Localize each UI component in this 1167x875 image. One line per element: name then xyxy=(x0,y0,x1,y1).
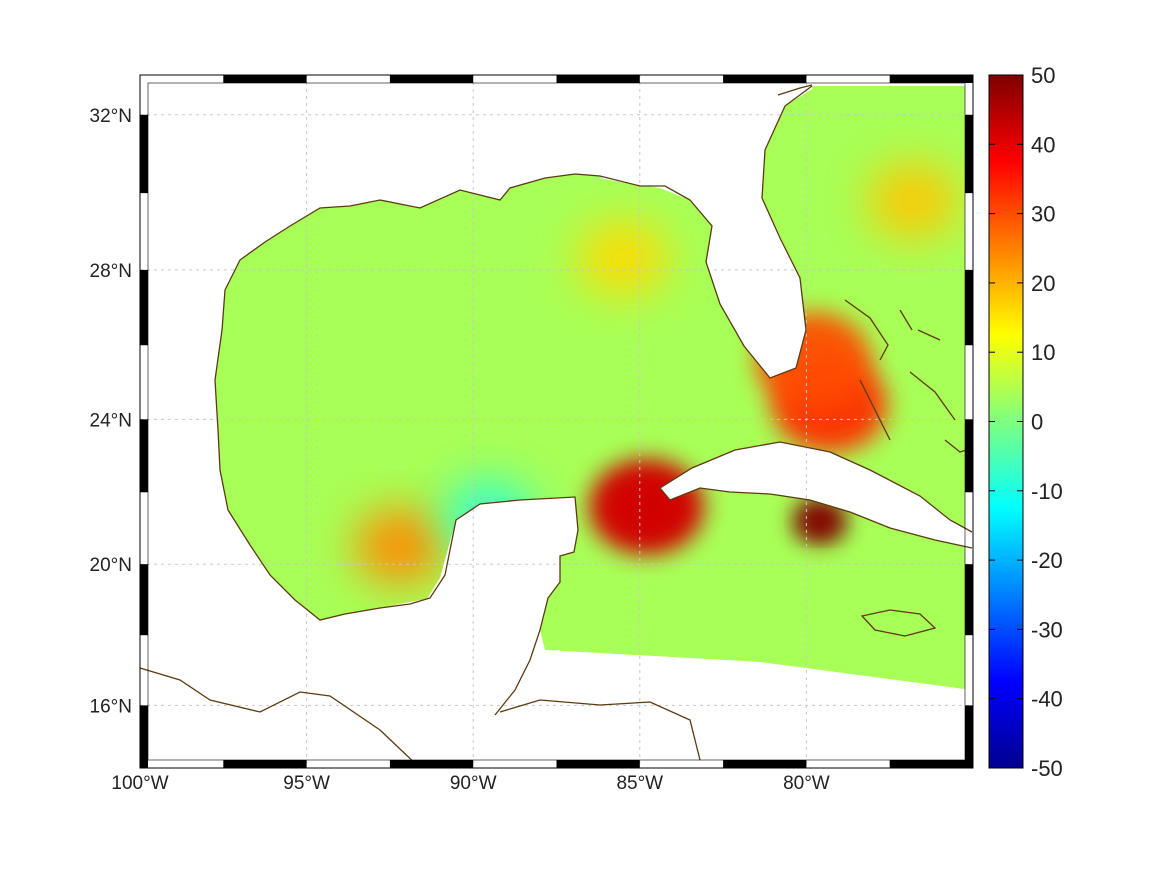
colorbar-tick-label: -50 xyxy=(1031,756,1063,781)
frame-seg-left xyxy=(140,269,148,346)
ocean-nodata-south xyxy=(545,650,972,768)
coastline-honduras xyxy=(499,699,701,761)
frame-seg-right xyxy=(965,114,973,194)
frame-seg-left xyxy=(140,564,148,636)
land-us-gulf-coast xyxy=(140,75,972,330)
latitude-labels: 32°N 28°N 24°N 20°N 16°N xyxy=(90,106,132,718)
frame-seg-right xyxy=(965,419,973,493)
land-yucatan xyxy=(420,497,578,700)
lon-label: 80°W xyxy=(783,773,830,794)
map-frame xyxy=(139,74,974,769)
frame-seg-top xyxy=(389,75,474,83)
frame-seg-bottom xyxy=(556,760,640,768)
colorbar: 50 40 30 20 10 0 -10 -20 -30 -40 -50 xyxy=(988,63,1063,781)
lon-label: 90°W xyxy=(450,773,497,794)
colorbar-outline xyxy=(988,74,1024,769)
coastline-jamaica xyxy=(860,609,937,637)
coastline-mexico xyxy=(214,329,579,716)
lon-label: 95°W xyxy=(283,773,330,794)
colorbar-tick-label: 50 xyxy=(1031,63,1055,88)
frame-seg-top xyxy=(223,75,307,83)
lon-label: 100°W xyxy=(111,773,168,794)
land-florida xyxy=(600,85,812,378)
lon-label: 85°W xyxy=(616,773,663,794)
anomaly-core-4 xyxy=(802,507,838,535)
anomaly-0 xyxy=(354,508,446,585)
longitude-labels: 100°W 95°W 90°W 85°W 80°W xyxy=(111,773,829,794)
frame-seg-top xyxy=(723,75,807,83)
lat-label: 16°N xyxy=(90,696,132,717)
colorbar-tick-label: 10 xyxy=(1031,340,1055,365)
frame-seg-right xyxy=(965,705,973,768)
lat-label: 32°N xyxy=(90,106,132,127)
frame-seg-top xyxy=(889,75,973,83)
land-mexico-west xyxy=(140,330,430,700)
map-grid xyxy=(140,75,973,768)
colorbar-tick-label: 20 xyxy=(1031,271,1055,296)
lat-label: 20°N xyxy=(90,555,132,576)
land-cuba xyxy=(660,442,972,548)
colorbar-tick-label: 30 xyxy=(1031,202,1055,227)
coastline xyxy=(139,84,973,769)
colorbar-tick-label: -20 xyxy=(1031,548,1063,573)
coastline-pacific-mexico xyxy=(139,667,421,769)
land-mask xyxy=(140,75,972,768)
frame-seg-right xyxy=(965,269,973,346)
coastline-atlantic-us xyxy=(777,84,813,96)
coastline-cuba xyxy=(659,441,973,549)
colorbar-tick-label: -10 xyxy=(1031,479,1063,504)
frame-seg-bottom xyxy=(723,760,807,768)
frame-seg-bottom xyxy=(389,760,474,768)
frame-seg-left xyxy=(140,419,148,493)
colorbar-ticks: 50 40 30 20 10 0 -10 -20 -30 -40 -50 xyxy=(988,63,1063,781)
colorbar-tick-label: 40 xyxy=(1031,132,1055,157)
frame-seg-left xyxy=(140,705,148,768)
lat-label: 24°N xyxy=(90,410,132,431)
lat-label: 28°N xyxy=(90,261,132,282)
coastline-bahamas xyxy=(844,299,956,441)
colorbar-tick-label: 0 xyxy=(1031,410,1043,435)
frame-seg-top xyxy=(556,75,640,83)
frame-seg-right xyxy=(965,564,973,636)
frame-seg-left xyxy=(140,114,148,194)
anomaly-6 xyxy=(577,220,669,297)
coastline-us-gulf xyxy=(221,85,813,379)
frame-seg-bottom xyxy=(889,760,973,768)
frame-seg-bottom xyxy=(223,760,307,768)
anomaly-7 xyxy=(867,162,959,239)
colorbar-tick-label: -40 xyxy=(1031,687,1063,712)
colorbar-tick-label: -30 xyxy=(1031,617,1063,642)
